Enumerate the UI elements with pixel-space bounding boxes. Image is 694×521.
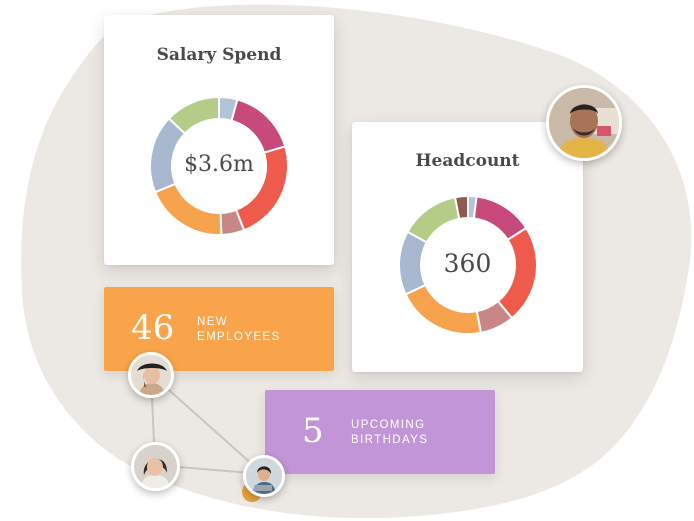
birthdays-label: UPCOMING BIRTHDAYS: [351, 418, 428, 448]
salary-spend-title: Salary Spend: [156, 45, 282, 65]
birthdays-label-line2: BIRTHDAYS: [351, 434, 429, 446]
salary-spend-value: $3.6m: [184, 152, 254, 177]
avatar-woman-hat-icon[interactable]: [128, 352, 174, 398]
avatar-woman-laptop-icon[interactable]: [243, 455, 285, 497]
new-employees-label-line2: EMPLOYEES: [197, 331, 281, 343]
donut-slice: [153, 182, 223, 236]
new-employees-number: 46: [131, 308, 175, 348]
avatar-man-illustration: [549, 88, 619, 158]
donut-slice: [404, 283, 483, 335]
headcount-donut: [398, 195, 538, 335]
headcount-card[interactable]: Headcount 360: [352, 122, 583, 372]
donut-slice: [167, 96, 220, 136]
avatar-woman-hair-icon[interactable]: [131, 442, 180, 491]
avatar-woman-laptop-illustration: [246, 458, 282, 494]
new-employees-label-line1: NEW: [197, 316, 229, 328]
avatar-man-icon[interactable]: [546, 85, 622, 161]
headcount-title: Headcount: [415, 151, 520, 171]
donut-slice: [406, 196, 461, 244]
new-employees-label: NEW EMPLOYEES: [197, 315, 281, 345]
salary-spend-donut: [149, 96, 289, 236]
link-line: [150, 373, 264, 475]
donut-slice: [453, 195, 469, 221]
avatar-woman-hat-illustration: [131, 355, 171, 395]
birthdays-number: 5: [302, 411, 324, 451]
upcoming-birthdays-card[interactable]: 5 UPCOMING BIRTHDAYS: [265, 390, 495, 474]
avatar-woman-hair-illustration: [134, 445, 177, 488]
birthdays-label-line1: UPCOMING: [351, 419, 426, 431]
donut-slice: [230, 98, 287, 154]
headcount-value: 360: [443, 249, 492, 278]
salary-spend-card[interactable]: Salary Spend $3.6m: [104, 15, 334, 265]
